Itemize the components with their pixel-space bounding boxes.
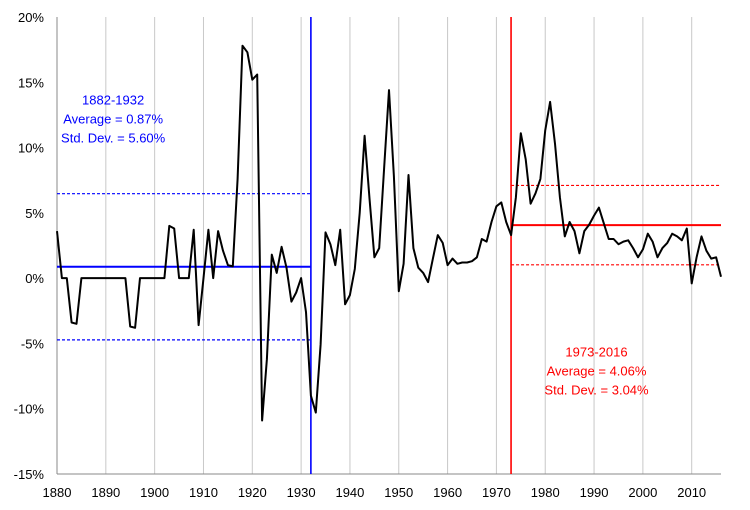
annotation-0-line-1: Average = 0.87% <box>63 111 163 126</box>
gridlines <box>56 17 693 474</box>
x-tick-label-2010: 2010 <box>677 485 706 500</box>
x-tick-label-1950: 1950 <box>384 485 413 500</box>
annotation-1-line-1: Average = 4.06% <box>547 363 647 378</box>
y-tick-label-15: 15% <box>18 75 44 90</box>
x-tick-label-1980: 1980 <box>531 485 560 500</box>
annotation-0-line-2: Std. Dev. = 5.60% <box>61 130 166 145</box>
y-tick-label-10: 10% <box>18 141 44 156</box>
series-line-0 <box>56 44 722 422</box>
annotation-1-line-0: 1973-2016 <box>565 344 627 359</box>
x-tick-label-1940: 1940 <box>335 485 364 500</box>
x-tick-label-1960: 1960 <box>433 485 462 500</box>
axes <box>56 17 721 475</box>
x-tick-label-1890: 1890 <box>91 485 120 500</box>
annotation-1-line-2: Std. Dev. = 3.04% <box>544 382 649 397</box>
y-tick-label--5: -5% <box>21 336 45 351</box>
x-tick-label-1990: 1990 <box>580 485 609 500</box>
x-tick-label-2000: 2000 <box>628 485 657 500</box>
annotations: 1882-1932 Average = 0.87% Std. Dev. = 5.60… <box>61 92 649 397</box>
y-tick-label-20: 20% <box>18 10 44 25</box>
x-tick-label-1880: 1880 <box>43 485 72 500</box>
reference-lines <box>57 17 721 474</box>
x-tick-label-1930: 1930 <box>287 485 316 500</box>
x-tick-label-1920: 1920 <box>238 485 267 500</box>
series-layer <box>56 44 722 422</box>
x-tick-label-1910: 1910 <box>189 485 218 500</box>
annotation-0-line-0: 1882-1932 <box>82 92 144 107</box>
y-tick-label-0: 0% <box>25 271 44 286</box>
y-tick-label-5: 5% <box>25 206 44 221</box>
y-tick-label--10: -10% <box>14 402 45 417</box>
x-tick-label-1900: 1900 <box>140 485 169 500</box>
x-tick-label-1970: 1970 <box>482 485 511 500</box>
y-tick-label--15: -15% <box>14 467 45 482</box>
tick-labels: 1880 1890 1900 1910 1920 1930 1940 1950 1960 1970… <box>14 10 707 500</box>
